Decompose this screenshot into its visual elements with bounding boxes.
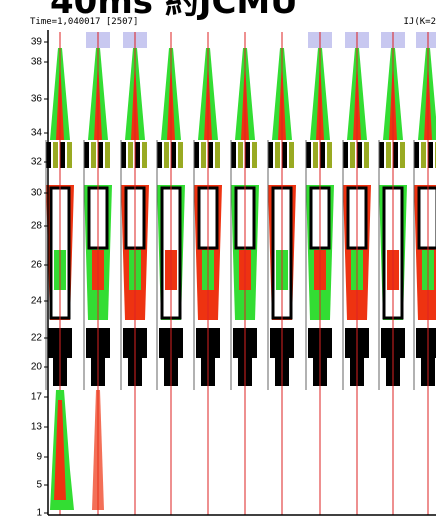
cell (421, 142, 426, 168)
cell (357, 142, 362, 168)
cell (238, 142, 243, 168)
cell (313, 142, 318, 168)
row-label: 32 (31, 157, 43, 168)
cell (393, 142, 398, 168)
cell (320, 142, 325, 168)
cell (54, 400, 66, 500)
cell (98, 142, 103, 168)
row-label: 28 (31, 221, 43, 232)
cell (245, 142, 250, 168)
cell (416, 32, 436, 48)
cell (128, 142, 133, 168)
cell (121, 142, 126, 168)
cell (60, 142, 65, 168)
title: 40ms 約JCMU (50, 0, 298, 22)
row-label: 39 (31, 37, 43, 48)
cell (84, 142, 89, 168)
cell (364, 142, 369, 168)
row-label: 1 (36, 508, 42, 519)
cell (379, 142, 384, 168)
cell (327, 142, 332, 168)
cell (231, 142, 236, 168)
field-plot (45, 32, 436, 515)
cell (252, 142, 257, 168)
cell (289, 142, 294, 168)
cell (343, 142, 348, 168)
cell (178, 142, 183, 168)
cell (208, 142, 213, 168)
cell (400, 142, 405, 168)
cell (416, 328, 436, 358)
cell (105, 142, 110, 168)
cell (215, 142, 220, 168)
cell (157, 142, 162, 168)
cell (194, 142, 199, 168)
cell (414, 142, 419, 168)
cell (91, 142, 96, 168)
row-label: 20 (31, 362, 43, 373)
cell (350, 142, 355, 168)
cell (164, 142, 169, 168)
cell (171, 142, 176, 168)
cell (201, 142, 206, 168)
cell (428, 142, 433, 168)
cell (268, 142, 273, 168)
row-label: 22 (31, 333, 43, 344)
cell (386, 142, 391, 168)
row-label: 36 (31, 94, 43, 105)
row-label: 17 (31, 392, 43, 403)
cell (135, 142, 140, 168)
row-label: 38 (31, 57, 43, 68)
row-label: 34 (31, 128, 43, 139)
cell (92, 390, 104, 510)
time-label: Time=1,040017 [2507] (30, 17, 138, 27)
row-label: 24 (31, 296, 43, 307)
cell (282, 142, 287, 168)
cell (67, 142, 72, 168)
section-label: IJ(K=2 (403, 17, 436, 27)
row-label: 5 (36, 480, 42, 491)
row-label: 30 (31, 188, 43, 199)
cell (306, 142, 311, 168)
row-label: 26 (31, 260, 43, 271)
cell (53, 142, 58, 168)
cell (275, 142, 280, 168)
row-label: 9 (36, 452, 42, 463)
row-label: 13 (31, 422, 43, 433)
cell (142, 142, 147, 168)
